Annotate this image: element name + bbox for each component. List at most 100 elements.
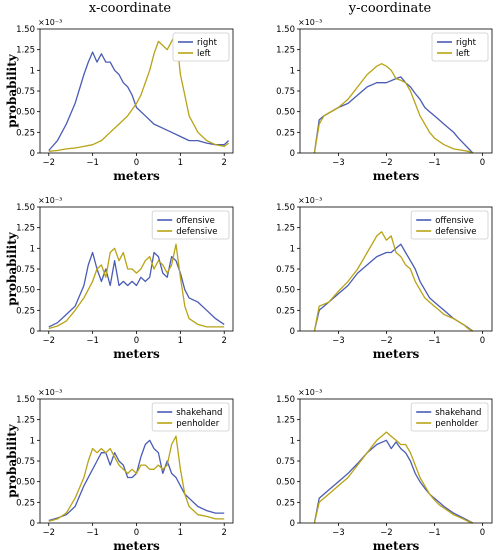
- series-line-shakehand: [48, 439, 225, 522]
- y-tick-label: 0.50: [276, 108, 295, 118]
- y-tick-label: 0.50: [276, 478, 295, 488]
- panel: −3 −2 −1 0 0 0.25 0.50 0.75 1 1.25 1.50×10⁻³ meters…: [276, 388, 493, 550]
- y-tick-label: 1.50: [16, 25, 35, 35]
- legend-box: [172, 32, 230, 62]
- legend-label: shakehand: [176, 408, 222, 418]
- series-line-right: [313, 76, 474, 154]
- y-axis-label: probability: [5, 53, 19, 127]
- x-tick-label: −1: [428, 158, 441, 168]
- y-tick-label: 1: [290, 66, 295, 76]
- series-line-offensive: [48, 251, 225, 328]
- legend-box: [151, 210, 230, 240]
- y-tick-label: 1: [30, 436, 35, 446]
- y-tick-label: 1.50: [16, 395, 35, 405]
- y-tick-label: 0.25: [276, 128, 295, 138]
- series-line-defensive: [313, 231, 474, 332]
- y-tick-label: 0.50: [16, 478, 35, 488]
- y-tick-label: 1: [30, 66, 35, 76]
- y-tick-label: 0: [290, 149, 295, 159]
- legend-box: [410, 402, 489, 432]
- x-tick-label: 2: [222, 336, 227, 346]
- x-tick-label: −2: [43, 528, 56, 538]
- y-tick-label: 1.25: [16, 224, 35, 234]
- x-tick-label: −1: [86, 158, 99, 168]
- x-tick-label: 0: [134, 528, 139, 538]
- y-tick-label: 1.50: [276, 25, 295, 35]
- y-scale-note: ×10⁻³: [38, 196, 62, 205]
- x-axis-label: meters: [113, 169, 160, 183]
- y-tick-label: 1.25: [16, 416, 35, 426]
- y-tick-label: 1.25: [276, 416, 295, 426]
- x-tick-label: −2: [380, 528, 393, 538]
- series-line-left: [48, 32, 229, 152]
- y-scale-note: ×10⁻³: [298, 18, 322, 27]
- y-tick-label: 1.25: [276, 224, 295, 234]
- y-axis-label: probability: [5, 231, 19, 305]
- panel: −3 −2 −1 0 0 0.25 0.50 0.75 1 1.25 1.50×10⁻³ meters…: [276, 18, 493, 183]
- y-tick-label: 0.75: [16, 87, 35, 97]
- x-axis-label: meters: [113, 347, 160, 361]
- legend-label: left: [456, 49, 470, 59]
- series-line-right: [48, 51, 230, 151]
- series-line-offensive: [313, 243, 474, 332]
- y-tick-label: 0.50: [276, 286, 295, 296]
- legend-label: left: [197, 49, 211, 59]
- legend-box: [410, 210, 489, 240]
- y-tick-label: 1: [290, 244, 295, 254]
- x-axis-label: meters: [373, 169, 420, 183]
- y-tick-label: 0: [290, 519, 295, 529]
- x-tick-label: −1: [86, 336, 99, 346]
- x-tick-label: −1: [86, 528, 99, 538]
- legend-label: defensive: [176, 227, 217, 237]
- y-tick-label: 0.75: [276, 265, 295, 275]
- y-tick-label: 0.25: [276, 498, 295, 508]
- y-tick-label: 1.50: [276, 203, 295, 213]
- panel: −2 −1 0 1 2 0 0.25 0.50 0.75 1 1.25 1.50×10⁻³ meters…: [5, 196, 234, 361]
- legend-label: offensive: [176, 216, 215, 226]
- column-title-x: x-coordinate: [89, 1, 171, 16]
- x-tick-label: 1: [178, 158, 183, 168]
- series-line-shakehand: [313, 439, 474, 524]
- panel: −2 −1 0 1 2 0 0.25 0.50 0.75 1 1.25 1.50×10⁻³ meters…: [5, 388, 234, 550]
- x-tick-label: 2: [222, 528, 227, 538]
- x-tick-label: −1: [428, 528, 441, 538]
- y-tick-label: 0.25: [276, 306, 295, 316]
- x-tick-label: −3: [332, 336, 345, 346]
- y-tick-label: 0.75: [16, 265, 35, 275]
- legend-label: shakehand: [435, 408, 481, 418]
- x-tick-label: 2: [222, 158, 227, 168]
- legend-label: right: [456, 38, 477, 48]
- x-tick-label: 0: [480, 528, 485, 538]
- y-tick-label: 0: [30, 519, 35, 529]
- y-tick-label: 0.50: [16, 286, 35, 296]
- y-tick-label: 1.50: [276, 395, 295, 405]
- x-tick-label: 1: [178, 336, 183, 346]
- y-tick-label: 1.25: [276, 46, 295, 56]
- x-axis-label: meters: [373, 347, 420, 361]
- x-tick-label: −2: [380, 336, 393, 346]
- y-scale-note: ×10⁻³: [298, 196, 322, 205]
- y-scale-note: ×10⁻³: [38, 18, 62, 27]
- legend-label: penholder: [176, 419, 220, 429]
- legend-label: penholder: [435, 419, 479, 429]
- y-tick-label: 0.25: [16, 498, 35, 508]
- y-tick-label: 0.75: [16, 457, 35, 467]
- x-tick-label: −3: [332, 158, 345, 168]
- y-tick-label: 0.50: [16, 108, 35, 118]
- y-tick-label: 0.75: [276, 87, 295, 97]
- y-tick-label: 1.25: [16, 46, 35, 56]
- x-tick-label: −2: [380, 158, 393, 168]
- y-scale-note: ×10⁻³: [38, 388, 62, 397]
- x-tick-label: 0: [134, 336, 139, 346]
- x-tick-label: −2: [43, 336, 56, 346]
- y-axis-label: probability: [5, 423, 19, 497]
- y-tick-label: 0: [30, 149, 35, 159]
- x-axis-label: meters: [113, 539, 160, 550]
